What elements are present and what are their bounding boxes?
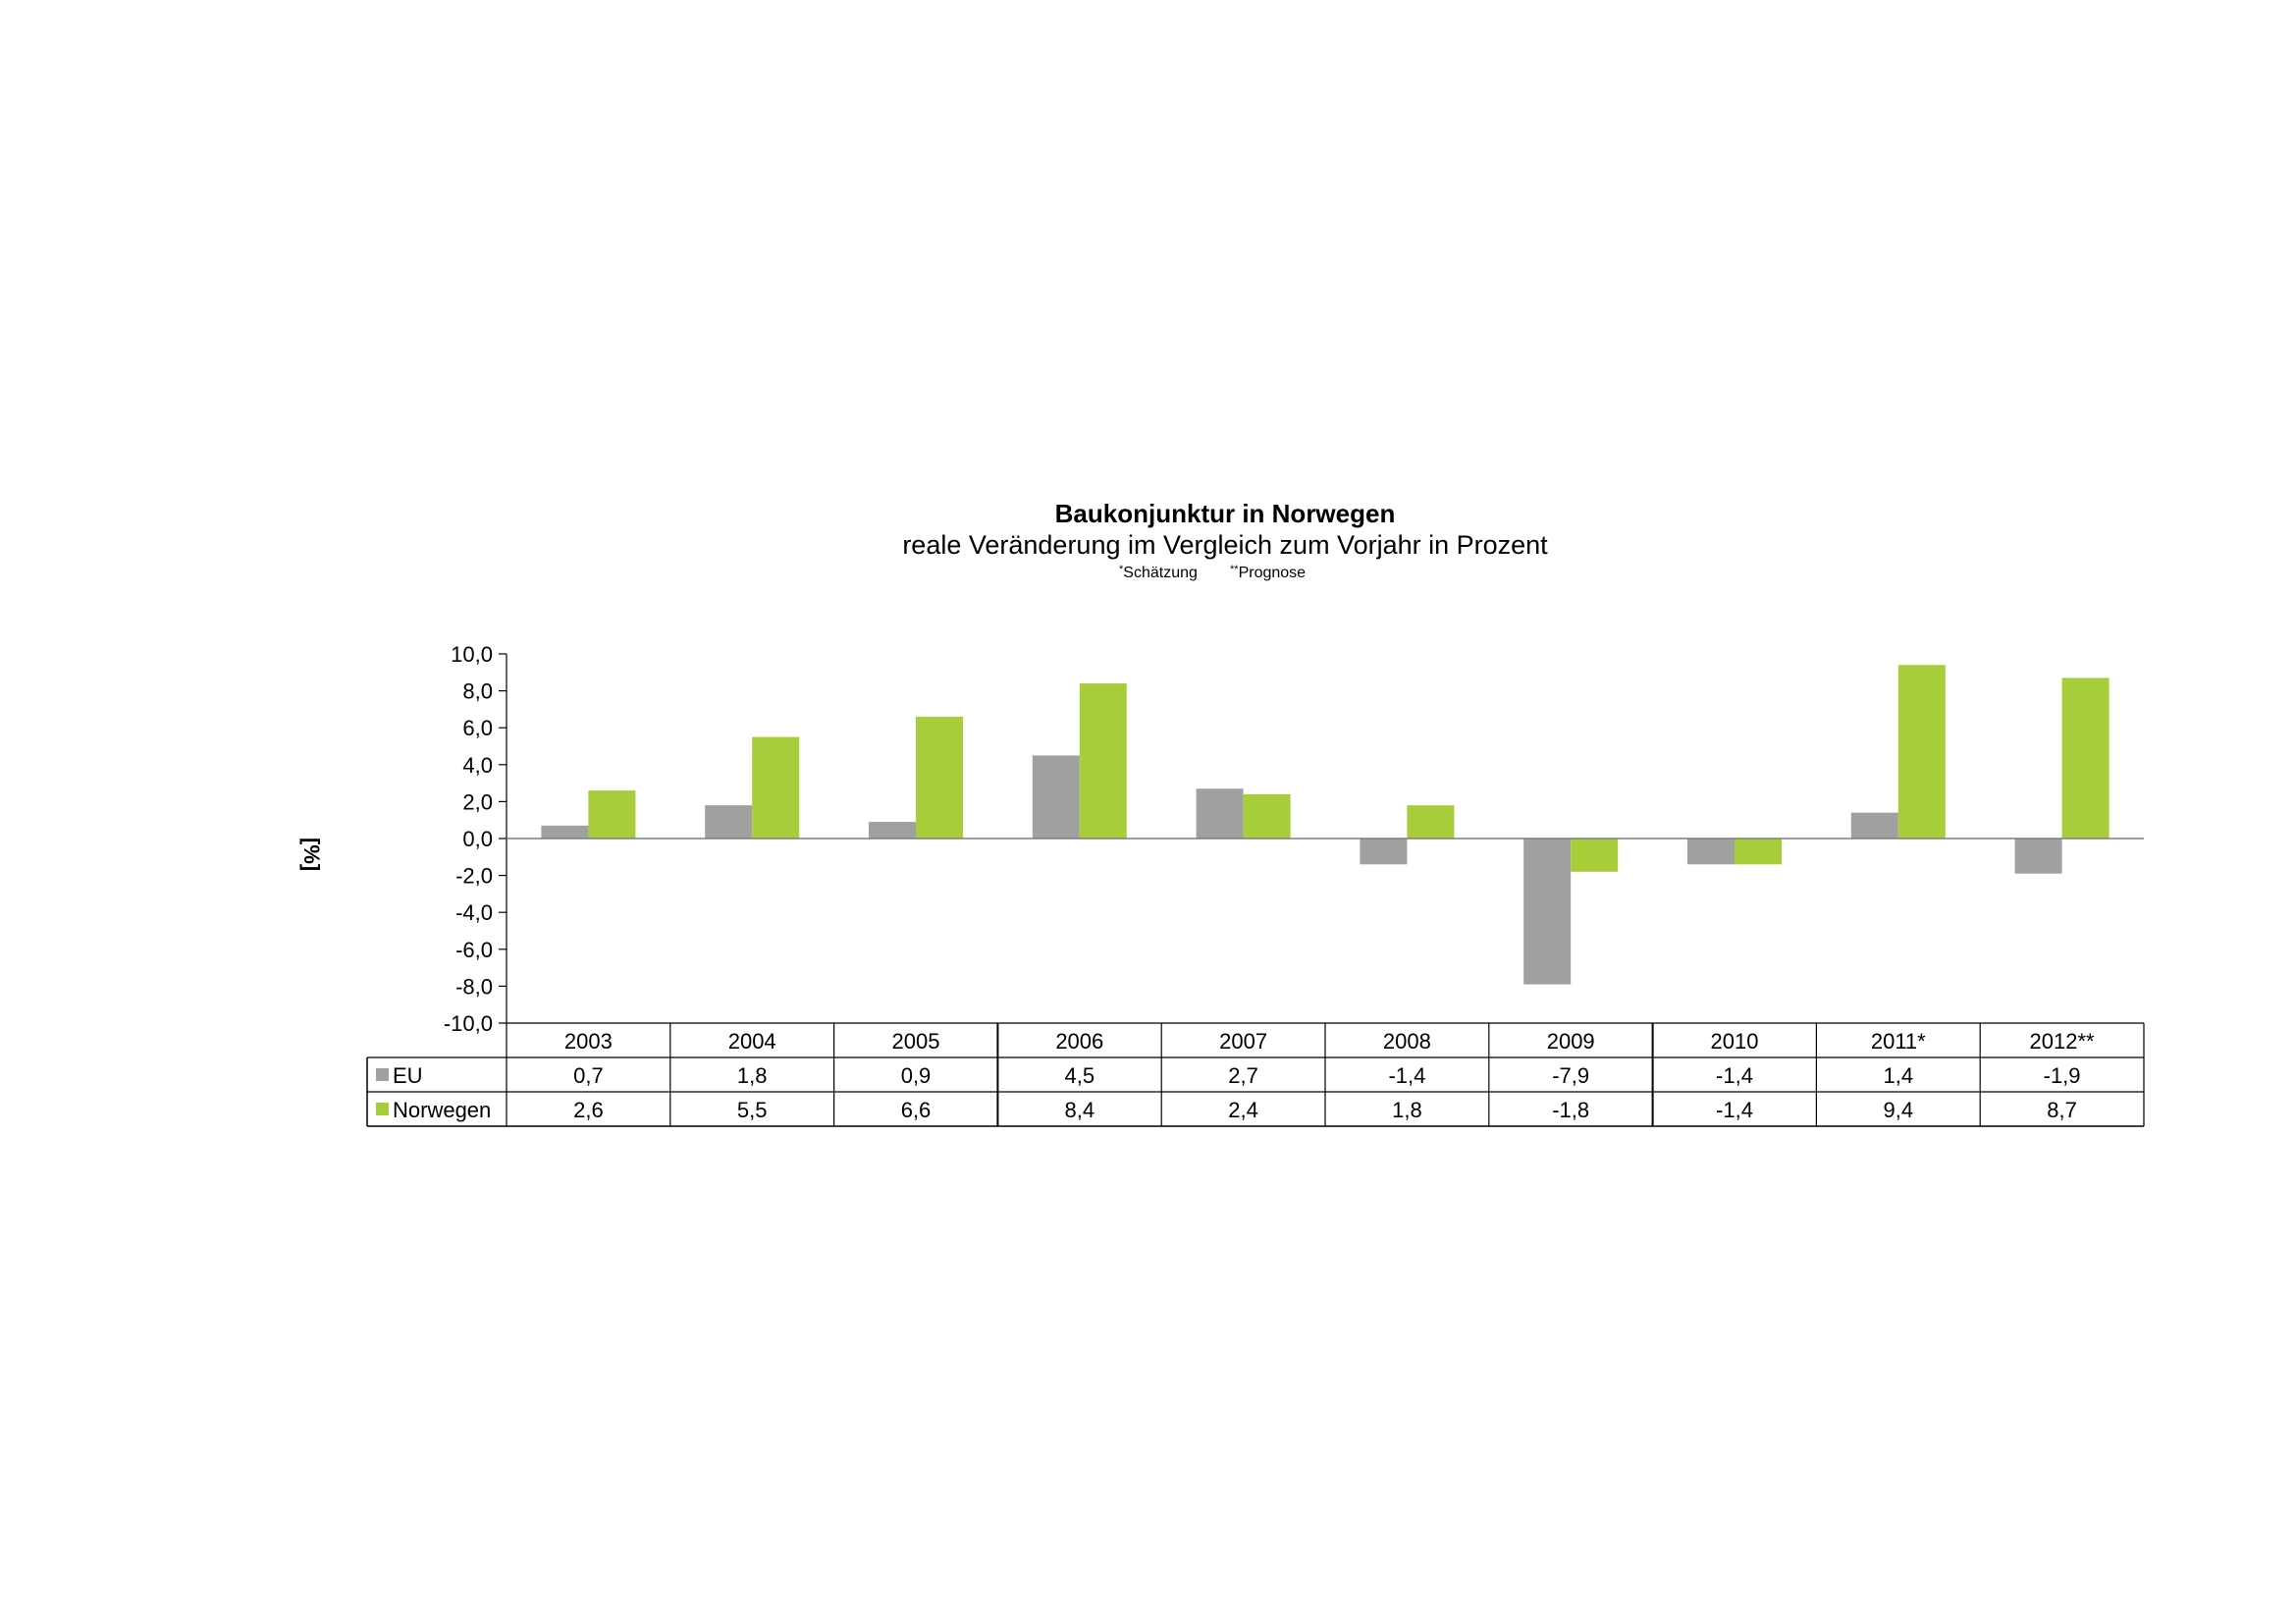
- data-label: 5,5: [737, 1098, 768, 1122]
- data-label: -1,9: [2044, 1063, 2081, 1088]
- data-label: -1,4: [1388, 1063, 1425, 1088]
- x-tick-label: 2011*: [1871, 1029, 1926, 1054]
- bar-eu-2008: [1360, 839, 1408, 865]
- bar-eu-2003: [541, 825, 589, 839]
- chart-subtitle: reale Veränderung im Vergleich zum Vorja…: [902, 530, 1548, 560]
- x-tick-label: 2003: [564, 1029, 613, 1054]
- bar-eu-2005: [869, 822, 916, 839]
- note-forecast-text: Prognose: [1238, 565, 1307, 581]
- y-tick-label: 10,0: [451, 642, 493, 667]
- y-tick-label: 0,0: [462, 827, 493, 851]
- legend-swatch-norwegen: [376, 1103, 389, 1115]
- y-tick-label: 2,0: [462, 789, 493, 814]
- data-label: 0,7: [573, 1063, 604, 1088]
- legend-swatch-eu: [376, 1068, 389, 1081]
- bar-eu-2012**: [2014, 839, 2062, 874]
- x-tick-label: 2009: [1547, 1029, 1595, 1054]
- data-label: 4,5: [1065, 1063, 1095, 1088]
- data-label: 8,7: [2047, 1098, 2077, 1122]
- bar-norwegen-2004: [752, 736, 800, 839]
- x-tick-label: 2012**: [2030, 1029, 2096, 1054]
- note-forecast-mark: **: [1230, 564, 1239, 575]
- bar-norwegen-2003: [588, 790, 636, 839]
- note-estimate-text: Schätzung: [1123, 565, 1198, 581]
- y-tick-label: -6,0: [455, 938, 493, 962]
- note-estimate-mark: *: [1119, 564, 1124, 575]
- bar-eu-2011*: [1850, 812, 1898, 839]
- data-label: -7,9: [1552, 1063, 1589, 1088]
- data-label: 0,9: [901, 1063, 932, 1088]
- y-tick-label: 8,0: [462, 679, 493, 704]
- bar-norwegen-2006: [1079, 683, 1127, 839]
- bar-eu-2010: [1687, 839, 1735, 865]
- note-estimate: *Schätzung: [1119, 564, 1198, 582]
- bar-eu-2006: [1032, 755, 1080, 839]
- x-tick-label: 2004: [728, 1029, 776, 1054]
- data-label: 6,6: [901, 1098, 932, 1122]
- data-label: -1,4: [1716, 1063, 1753, 1088]
- bar-norwegen-2010: [1735, 839, 1782, 865]
- y-tick-label: -4,0: [455, 900, 493, 925]
- data-label: 2,7: [1228, 1063, 1258, 1088]
- legend-label-eu: EU: [393, 1063, 423, 1088]
- x-tick-label: 2007: [1219, 1029, 1267, 1054]
- bar-norwegen-2008: [1407, 805, 1455, 839]
- y-tick-label: 4,0: [462, 753, 493, 778]
- bar-eu-2004: [705, 805, 753, 839]
- y-tick-label: -2,0: [455, 864, 493, 889]
- note-forecast: **Prognose: [1230, 564, 1306, 582]
- data-label: 1,4: [1884, 1063, 1914, 1088]
- y-tick-label: -8,0: [455, 974, 493, 999]
- data-label: 1,8: [737, 1063, 768, 1088]
- x-tick-label: 2010: [1711, 1029, 1759, 1054]
- bar-norwegen-2012**: [2061, 677, 2109, 839]
- bar-eu-2007: [1196, 788, 1244, 839]
- data-label: 8,4: [1065, 1098, 1095, 1122]
- bar-eu-2009: [1523, 839, 1572, 985]
- chart-title: Baukonjunktur in Norwegen: [1054, 499, 1396, 528]
- y-tick-label: -10,0: [444, 1011, 493, 1036]
- bar-norwegen-2009: [1571, 839, 1619, 872]
- data-label: 2,6: [573, 1098, 604, 1122]
- data-label: 9,4: [1884, 1098, 1914, 1122]
- bar-norwegen-2011*: [1897, 665, 1946, 839]
- x-tick-label: 2005: [892, 1029, 940, 1054]
- data-label: -1,8: [1552, 1098, 1589, 1122]
- data-label: -1,4: [1716, 1098, 1753, 1122]
- data-label: 1,8: [1392, 1098, 1422, 1122]
- y-tick-label: 6,0: [462, 716, 493, 740]
- x-tick-label: 2008: [1383, 1029, 1431, 1054]
- bar-norwegen-2007: [1243, 793, 1291, 839]
- bar-norwegen-2005: [916, 716, 963, 839]
- data-label: 2,4: [1228, 1098, 1258, 1122]
- legend-label-norwegen: Norwegen: [393, 1098, 491, 1122]
- x-tick-label: 2006: [1055, 1029, 1103, 1054]
